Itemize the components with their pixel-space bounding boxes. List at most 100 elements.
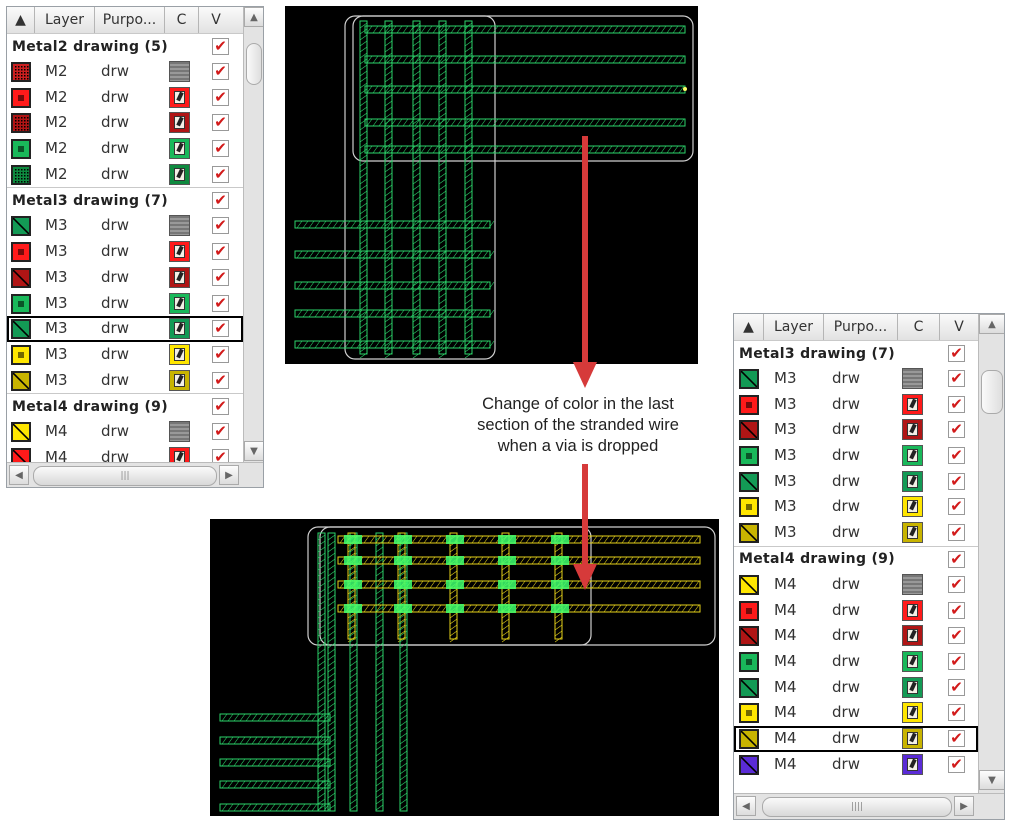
layer-visible-checkbox[interactable]: ✔ bbox=[948, 652, 965, 670]
layer-row[interactable]: M3 drw ✔ bbox=[734, 392, 978, 418]
section-header[interactable]: Metal4 drawing (9) ✔ bbox=[734, 545, 978, 572]
color-editor-icon[interactable] bbox=[169, 241, 190, 263]
layer-visible-checkbox[interactable]: ✔ bbox=[212, 88, 229, 106]
column-purpose[interactable]: Purpo... bbox=[95, 7, 165, 33]
layer-row[interactable]: M3 drw ✔ bbox=[734, 469, 978, 495]
layout-canvas-before[interactable] bbox=[285, 6, 698, 364]
pattern-gray-icon[interactable] bbox=[902, 573, 923, 595]
section-header[interactable]: Metal2 drawing (5) ✔ bbox=[7, 33, 243, 59]
layer-visible-checkbox[interactable]: ✔ bbox=[212, 294, 229, 312]
column-v[interactable]: V bbox=[954, 319, 964, 335]
color-editor-icon[interactable] bbox=[902, 496, 923, 518]
layer-visible-checkbox[interactable]: ✔ bbox=[212, 165, 229, 183]
layer-row[interactable]: M4 drw ✔ bbox=[734, 598, 978, 624]
scroll-down-button[interactable]: ▼ bbox=[979, 770, 1004, 790]
color-editor-icon[interactable] bbox=[902, 419, 923, 441]
section-visible-checkbox[interactable]: ✔ bbox=[948, 550, 965, 568]
color-editor-icon[interactable] bbox=[169, 343, 190, 365]
scroll-right-button[interactable]: ▶ bbox=[954, 796, 974, 816]
layer-visible-checkbox[interactable]: ✔ bbox=[948, 395, 965, 413]
section-visible-checkbox[interactable]: ✔ bbox=[212, 38, 229, 55]
layer-row[interactable]: M3 drw ✔ bbox=[7, 316, 243, 342]
color-editor-icon[interactable] bbox=[169, 86, 190, 108]
layer-row[interactable]: M2 drw ✔ bbox=[7, 136, 243, 162]
color-editor-icon[interactable] bbox=[902, 753, 923, 775]
layer-row[interactable]: M3 drw ✔ bbox=[734, 417, 978, 443]
layer-row[interactable]: M2 drw ✔ bbox=[7, 59, 243, 85]
color-editor-icon[interactable] bbox=[902, 445, 923, 467]
color-editor-icon[interactable] bbox=[902, 702, 923, 724]
vertical-scrollbar[interactable]: ▲ ▼ bbox=[243, 7, 263, 463]
layer-row[interactable]: M3 drw ✔ bbox=[734, 494, 978, 520]
layer-row[interactable]: M3 drw ✔ bbox=[7, 265, 243, 291]
color-editor-icon[interactable] bbox=[169, 138, 190, 160]
hscroll-thumb[interactable]: |||| bbox=[762, 797, 952, 817]
color-editor-icon[interactable] bbox=[902, 470, 923, 492]
layer-row[interactable]: M3 drw ✔ bbox=[7, 291, 243, 317]
hscroll-thumb[interactable]: ||| bbox=[33, 466, 217, 486]
scroll-up-button[interactable]: ▲ bbox=[244, 7, 263, 27]
layer-visible-checkbox[interactable]: ✔ bbox=[948, 421, 965, 439]
layer-visible-checkbox[interactable]: ✔ bbox=[948, 678, 965, 696]
layer-visible-checkbox[interactable]: ✔ bbox=[948, 498, 965, 516]
color-editor-icon[interactable] bbox=[902, 650, 923, 672]
color-editor-icon[interactable] bbox=[902, 625, 923, 647]
layer-row[interactable]: M2 drw ✔ bbox=[7, 162, 243, 188]
scroll-left-button[interactable]: ◀ bbox=[9, 465, 29, 485]
section-visible-checkbox[interactable]: ✔ bbox=[212, 192, 229, 210]
scroll-right-button[interactable]: ▶ bbox=[219, 465, 239, 485]
layer-row[interactable]: M4 drw ✔ bbox=[734, 675, 978, 701]
layer-visible-checkbox[interactable]: ✔ bbox=[212, 268, 229, 286]
layer-row[interactable]: M3 drw ✔ bbox=[7, 239, 243, 265]
column-layer[interactable]: Layer bbox=[35, 7, 95, 33]
layer-row[interactable]: M4 drw ✔ bbox=[734, 623, 978, 649]
layer-row[interactable]: M3 drw ✔ bbox=[7, 368, 243, 394]
color-editor-icon[interactable] bbox=[902, 522, 923, 544]
pattern-gray-icon[interactable] bbox=[169, 215, 190, 237]
vertical-scrollbar[interactable]: ▲ ▼ bbox=[978, 314, 1004, 794]
color-editor-icon[interactable] bbox=[902, 599, 923, 621]
layer-row[interactable]: M3 drw ✔ bbox=[7, 213, 243, 239]
layer-row[interactable]: M3 drw ✔ bbox=[734, 443, 978, 469]
layer-row[interactable]: M4 drw ✔ bbox=[734, 572, 978, 598]
layer-visible-checkbox[interactable]: ✔ bbox=[948, 524, 965, 542]
layer-row[interactable]: M2 drw ✔ bbox=[7, 85, 243, 111]
layer-row[interactable]: M3 drw ✔ bbox=[734, 520, 978, 546]
layer-visible-checkbox[interactable]: ✔ bbox=[212, 217, 229, 235]
color-editor-icon[interactable] bbox=[169, 292, 190, 314]
column-v[interactable]: V bbox=[211, 12, 221, 28]
layer-visible-checkbox[interactable]: ✔ bbox=[212, 114, 229, 132]
section-header[interactable]: Metal3 drawing (7) ✔ bbox=[734, 340, 978, 366]
layer-visible-checkbox[interactable]: ✔ bbox=[948, 729, 965, 747]
scroll-thumb[interactable] bbox=[981, 370, 1003, 414]
column-c[interactable]: C bbox=[898, 314, 940, 340]
color-editor-icon[interactable] bbox=[169, 112, 190, 134]
layer-visible-checkbox[interactable]: ✔ bbox=[948, 447, 965, 465]
column-layer[interactable]: Layer bbox=[764, 314, 824, 340]
layer-visible-checkbox[interactable]: ✔ bbox=[948, 472, 965, 490]
column-c[interactable]: C bbox=[165, 7, 199, 33]
layer-visible-checkbox[interactable]: ✔ bbox=[212, 63, 229, 80]
sort-up-button[interactable]: ▲ bbox=[734, 314, 764, 340]
horizontal-scrollbar[interactable]: ◀ |||| ▶ bbox=[734, 793, 1004, 819]
column-purpose[interactable]: Purpo... bbox=[824, 314, 898, 340]
section-header[interactable]: Metal4 drawing (9) ✔ bbox=[7, 393, 243, 419]
layer-row[interactable]: M4 drw ✔ bbox=[7, 419, 243, 445]
layer-visible-checkbox[interactable]: ✔ bbox=[212, 243, 229, 261]
color-editor-icon[interactable] bbox=[902, 393, 923, 415]
pattern-gray-icon[interactable] bbox=[902, 368, 923, 389]
layer-visible-checkbox[interactable]: ✔ bbox=[948, 627, 965, 645]
layer-visible-checkbox[interactable]: ✔ bbox=[948, 704, 965, 722]
layer-visible-checkbox[interactable]: ✔ bbox=[212, 345, 229, 363]
layer-row[interactable]: M4 drw ✔ bbox=[734, 725, 978, 752]
layer-row[interactable]: M3 drw ✔ bbox=[7, 342, 243, 368]
layout-canvas-after[interactable] bbox=[210, 519, 719, 816]
sort-up-button[interactable]: ▲ bbox=[7, 7, 35, 33]
scroll-left-button[interactable]: ◀ bbox=[736, 796, 756, 816]
layer-visible-checkbox[interactable]: ✔ bbox=[212, 320, 229, 338]
layer-visible-checkbox[interactable]: ✔ bbox=[212, 140, 229, 158]
horizontal-scrollbar[interactable]: ◀ ||| ▶ bbox=[7, 462, 263, 487]
section-visible-checkbox[interactable]: ✔ bbox=[212, 398, 229, 416]
color-editor-icon[interactable] bbox=[169, 369, 190, 391]
layer-row[interactable]: M4 drw ✔ bbox=[734, 649, 978, 675]
